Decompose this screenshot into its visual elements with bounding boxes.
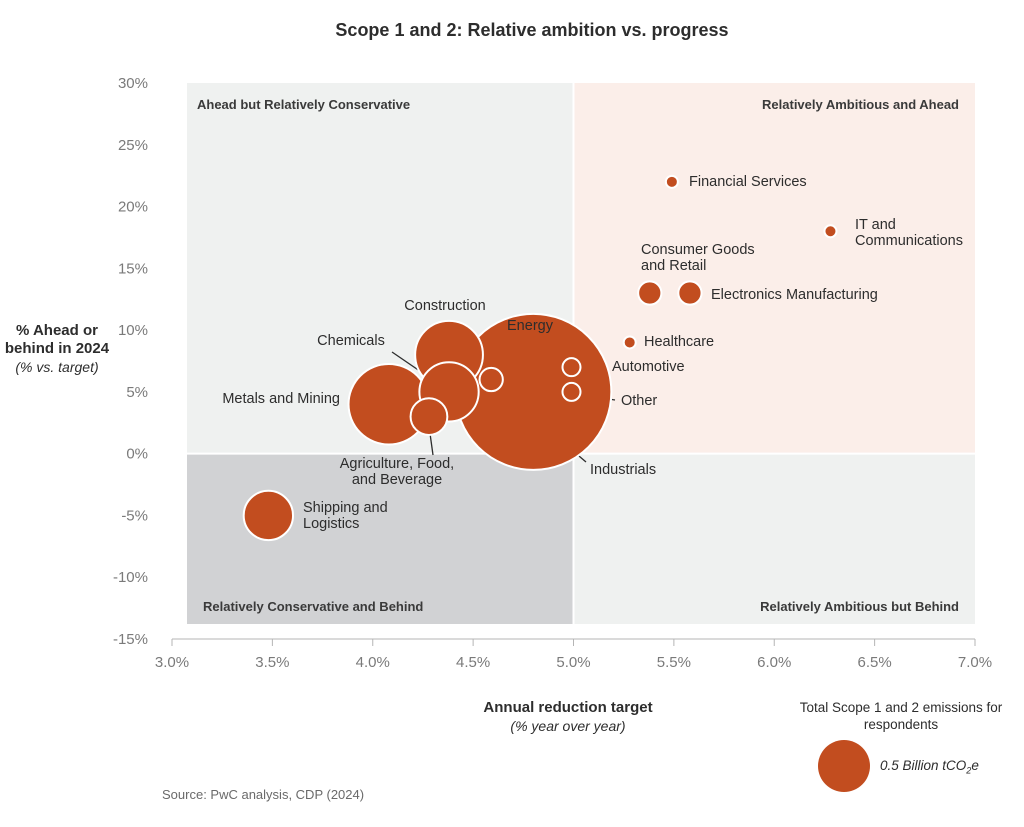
bubble-label-financial-services: Financial Services [689,174,807,190]
bubble-shipping-and-logistics [242,489,295,542]
quadrant-bottom-left [187,453,574,624]
x-tick-label: 6.0% [757,654,791,671]
bubble-label-energy: Energy [507,318,554,334]
x-axis-label: Annual reduction target (% year over yea… [430,699,706,735]
quadrant-bottom-right [573,453,975,624]
x-tick-label: 4.5% [456,654,490,671]
bubble-label-healthcare: Healthcare [644,334,714,350]
size-legend-value: 0.5 Billion tCO2e [880,758,979,776]
size-legend-bubble [818,740,870,792]
size-legend-title: Total Scope 1 and 2 emissions for respon… [799,700,1003,732]
bubble-electronics-manufacturing [677,280,703,306]
bubble-label-consumer-goods-and-retail: Consumer Goods and Retail [641,242,755,274]
bubble-industrials [478,366,504,393]
y-tick-label: 25% [118,137,148,154]
bubble-label-agriculture-food-and-beverage: Agriculture, Food, and Beverage [340,456,454,488]
bubble-healthcare [622,335,637,350]
quadrant-top-right-label: Relatively Ambitious and Ahead [762,97,959,112]
y-tick-label: -5% [121,507,148,524]
quadrant-bottom-left-label: Relatively Conservative and Behind [203,599,423,614]
bubble-label-chemicals: Chemicals [317,333,385,349]
bubble-label-electronics-manufacturing: Electronics Manufacturing [711,287,878,303]
y-axis-label: % Ahead or behind in 2024 (% vs. target) [4,322,110,375]
x-tick-label: 3.0% [155,654,189,671]
bubble-label-automotive: Automotive [612,359,685,375]
bubble-label-shipping-and-logistics: Shipping and Logistics [303,500,388,532]
y-axis-sublabel: (% vs. target) [15,359,99,375]
bubble-label-other: Other [621,393,657,409]
bubble-other [561,381,582,402]
bubble-it-and-communications [823,224,838,239]
y-tick-label: 30% [118,75,148,92]
x-tick-label: 7.0% [958,654,992,671]
x-tick-label: 5.0% [556,654,590,671]
x-axis-sublabel: (% year over year) [510,718,626,734]
chart-title: Scope 1 and 2: Relative ambition vs. pro… [335,20,729,40]
x-tick-label: 5.5% [657,654,691,671]
x-tick-label: 3.5% [255,654,289,671]
quadrant-bottom-right-label: Relatively Ambitious but Behind [760,599,959,614]
y-tick-label: 0% [126,446,148,463]
y-tick-label: 20% [118,199,148,216]
y-tick-label: 5% [126,384,148,401]
bubble-label-it-and-communications: IT and Communications [855,217,963,249]
x-tick-label: 6.5% [858,654,892,671]
bubble-label-construction: Construction [404,298,485,314]
y-tick-label: -15% [113,631,148,648]
bubble-automotive [561,357,582,378]
bubble-label-metals-and-mining: Metals and Mining [222,391,340,407]
bubble-label-industrials: Industrials [590,462,656,478]
quadrant-top-left-label: Ahead but Relatively Conservative [197,97,410,112]
y-tick-label: 10% [118,322,148,339]
bubble-consumer-goods-and-retail [637,280,663,306]
y-tick-label: 15% [118,260,148,277]
quadrant-top-right [573,83,975,454]
y-tick-label: -10% [113,569,148,586]
bubble-financial-services [664,174,679,189]
bubble-agriculture-food-and-beverage [409,397,449,436]
x-tick-label: 4.0% [356,654,390,671]
source-note: Source: PwC analysis, CDP (2024) [162,787,365,802]
